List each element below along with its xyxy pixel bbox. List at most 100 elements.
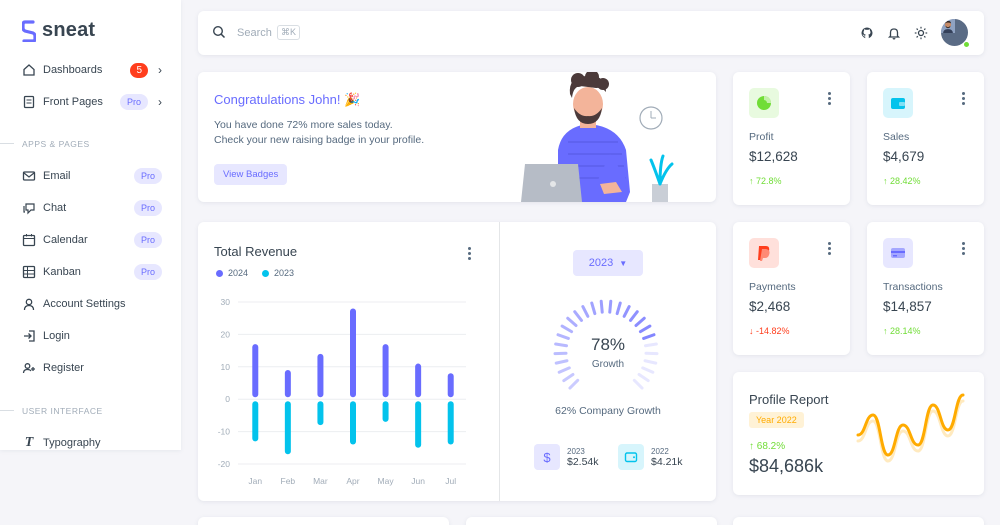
y-tick-label: 30 [221,297,231,307]
github-icon[interactable] [860,26,874,40]
stat-change-value: 28.14% [890,326,921,336]
chevron-down-icon: ▼ [619,258,628,268]
gauge-tick [632,378,644,390]
sidebar-item-register[interactable]: Register [22,358,162,378]
year-dropdown-label: 2023 [588,257,614,269]
mini-stat-value: $4.21k [651,455,683,468]
sun-icon[interactable] [914,26,928,40]
home-icon [22,63,36,77]
gauge-tick [637,372,650,383]
transactions-card: Transactions $14,857 ↑ 28.14% [867,222,984,355]
gauge-tick [642,333,656,340]
sidebar-item-dashboards[interactable]: Dashboards 5 › [22,60,162,80]
gauge-tick [554,359,569,365]
wallet-icon [618,444,644,470]
notification-badge: 5 [130,62,148,78]
grid-icon [22,265,36,279]
card-divider [499,222,500,501]
congrats-title: Congratulations John! 🎉 [214,92,361,107]
legend-label: 2023 [274,268,295,278]
bell-icon[interactable] [887,26,901,40]
sidebar-item-label: Login [43,330,70,342]
pro-badge: Pro [133,200,162,216]
brand-name: sneat [42,19,96,41]
pro-badge: Pro [119,94,148,110]
legend-item: 2024 [216,268,248,278]
sidebar-item-chat[interactable]: Chat Pro [22,198,162,218]
sidebar-item-typography[interactable]: T Typography [22,433,162,453]
total-revenue-card: Total Revenue 2024 2023 30 20 10 0 -10 -20 Jan… [198,222,716,501]
typography-icon: T [24,435,34,450]
x-tick-label: May [378,476,395,486]
sidebar-item-login[interactable]: Login [22,326,162,346]
stat-change-value: 28.42% [890,176,921,186]
company-growth-text: 62% Company Growth [555,405,661,417]
payments-card: Payments $2,468 ↓ -14.82% [733,222,850,355]
chat-icon [22,201,36,215]
profile-report-title: Profile Report [749,392,829,407]
y-tick-label: -10 [218,427,231,437]
sidebar-item-kanban[interactable]: Kanban Pro [22,262,162,282]
chart-legend: 2024 2023 [216,268,294,278]
gauge-tick [641,366,655,374]
stat-change-value: -14.82% [756,326,790,336]
gauge-tick [573,310,583,322]
year-badge: Year 2022 [749,412,804,428]
sidebar-item-front-pages[interactable]: Front Pages Pro › [22,92,162,112]
profile-sparkline [856,393,965,463]
sidebar-item-calendar[interactable]: Calendar Pro [22,230,162,250]
gauge-tick [643,359,658,365]
legend-item: 2023 [262,268,294,278]
y-tick-label: 20 [221,329,231,339]
sidebar-item-email[interactable]: Email Pro [22,166,162,186]
x-tick-label: Apr [346,476,359,486]
sidebar-item-label: Email [43,170,71,182]
gauge-tick [557,366,571,374]
more-options-icon[interactable] [962,92,966,107]
sidebar-item-label: Typography [43,437,101,449]
section-header-apps: APPS & PAGES [22,139,90,149]
legend-label: 2024 [228,268,249,278]
mini-stat-value: $2.54k [567,455,599,468]
view-badges-button[interactable]: View Badges [214,164,288,185]
gauge-tick [615,301,622,316]
gauge-tick [554,342,568,348]
year-dropdown-button[interactable]: 2023 ▼ [573,250,643,276]
more-options-icon[interactable] [828,92,832,107]
online-status-dot [963,41,970,48]
chevron-right-icon: › [158,63,162,77]
search-icon[interactable] [212,25,226,39]
profile-report-change: ↑ 68.2% [749,441,785,452]
login-icon [22,329,36,343]
congrats-card: Congratulations John! 🎉 You have done 72… [198,72,716,202]
mini-stat-2022: 2022 $4.21k [618,444,683,470]
stat-label: Payments [749,281,796,293]
sidebar-item-account-settings[interactable]: Account Settings [22,294,162,314]
wallet-icon [883,88,913,118]
more-options-icon[interactable] [962,242,966,257]
search-input[interactable]: Search [237,27,272,39]
y-tick-label: -20 [218,459,231,469]
gauge-tick [556,333,570,340]
gauge-tick [644,342,658,348]
more-options-icon[interactable] [828,242,832,257]
gauge-tick [581,305,590,318]
sidebar-item-label: Kanban [43,266,81,278]
chart-pie-icon [749,88,779,118]
more-options-icon[interactable] [468,247,472,262]
section-divider [0,410,14,411]
document-icon [22,95,36,109]
brand[interactable]: sneat [22,19,95,42]
gauge-tick [599,299,604,314]
pro-badge: Pro [133,264,162,280]
section-header-ui: USER INTERFACE [22,406,103,416]
user-avatar-icon [941,19,955,33]
gauge-tick [634,316,646,328]
stat-change: ↑ 28.14% [883,326,921,336]
stat-change: ↑ 28.42% [883,176,921,186]
stat-change: ↓ -14.82% [749,326,790,336]
revenue-bar-chart: 30 20 10 0 -10 -20 Jan Feb Mar Apr May Jun Jul [218,297,466,486]
dollar-icon: $ [534,444,560,470]
sidebar-item-label: Account Settings [43,298,126,310]
top-navbar: Search ⌘K [198,11,984,55]
